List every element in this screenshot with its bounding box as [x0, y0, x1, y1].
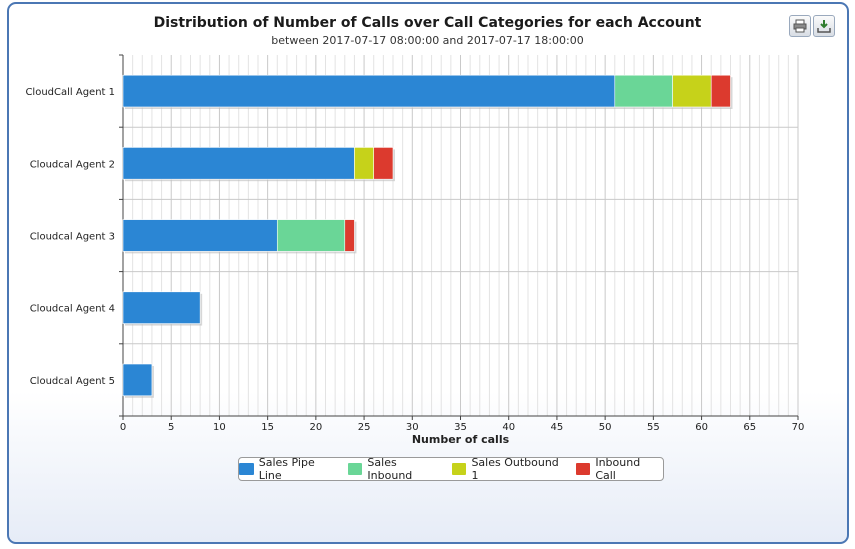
legend-swatch — [451, 463, 467, 475]
bar-sales-outbound-1 — [672, 74, 712, 108]
printer-icon — [793, 19, 807, 33]
bar-sales-pipe-line — [122, 74, 616, 108]
x-tick-label: 5 — [168, 422, 174, 433]
category-label: Cloudcal Agent 5 — [30, 376, 115, 387]
bar-sales-outbound-1 — [354, 147, 375, 180]
x-tick-label: 10 — [213, 422, 226, 433]
print-button[interactable] — [789, 15, 811, 37]
legend-item[interactable]: Sales Pipe Line — [239, 456, 340, 482]
category-label: Cloudcal Agent 2 — [30, 159, 115, 170]
x-tick-label: 70 — [792, 422, 805, 433]
x-tick-label: 35 — [454, 422, 467, 433]
x-tick-label: 50 — [599, 422, 612, 433]
legend-label: Inbound Call — [595, 456, 641, 482]
chart-legend: Sales Pipe Line Sales Inbound Sales Outbou… — [238, 456, 664, 482]
download-button[interactable] — [813, 15, 835, 37]
legend-label: Sales Inbound — [367, 456, 413, 482]
bar-inbound-call — [344, 219, 355, 252]
x-tick-label: 0 — [120, 422, 126, 433]
bar-sales-pipe-line — [122, 291, 201, 324]
bar-sales-inbound — [614, 74, 673, 108]
category-label: Cloudcal Agent 4 — [30, 304, 115, 315]
bar-sales-pipe-line — [122, 219, 278, 252]
download-icon — [817, 20, 831, 33]
x-tick-label: 60 — [695, 422, 708, 433]
x-axis-label: Number of calls — [412, 433, 510, 446]
x-tick-label: 40 — [502, 422, 515, 433]
bar-sales-inbound — [276, 219, 346, 252]
bar-sales-pipe-line — [122, 363, 153, 397]
x-tick-label: 65 — [743, 422, 756, 433]
legend-label: Sales Pipe Line — [258, 456, 315, 482]
bar-sales-pipe-line — [122, 147, 355, 180]
category-label: CloudCall Agent 1 — [25, 87, 115, 98]
x-tick-label: 30 — [406, 422, 419, 433]
x-tick-label: 15 — [261, 422, 274, 433]
legend-label: Sales Outbound 1 — [471, 456, 559, 482]
x-tick-label: 20 — [309, 422, 322, 433]
bar-inbound-call — [373, 147, 394, 180]
x-tick-label: 45 — [551, 422, 564, 433]
category-label: Cloudcal Agent 3 — [30, 232, 115, 243]
legend-item[interactable]: Sales Outbound 1 — [451, 456, 568, 482]
chart-title: Distribution of Number of Calls over Cal… — [153, 15, 702, 31]
x-tick-label: 25 — [358, 422, 371, 433]
x-tick-label: 55 — [647, 422, 660, 433]
legend-item[interactable]: Inbound Call — [575, 456, 663, 482]
legend-swatch — [347, 463, 363, 475]
chart-subtitle: between 2017-07-17 08:00:00 and 2017-07-… — [271, 34, 584, 47]
legend-swatch — [575, 463, 591, 475]
legend-item[interactable]: Sales Inbound — [347, 456, 444, 482]
legend-swatch — [239, 463, 254, 475]
bar-inbound-call — [710, 74, 731, 108]
